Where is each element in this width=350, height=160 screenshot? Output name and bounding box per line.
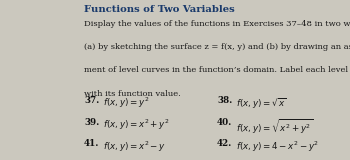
- Text: $f(x, y) = x^2 - y$: $f(x, y) = x^2 - y$: [103, 139, 167, 154]
- Text: 41.: 41.: [84, 139, 99, 148]
- Text: 39.: 39.: [84, 118, 99, 127]
- Text: 37.: 37.: [84, 96, 99, 105]
- Text: Functions of Two Variables: Functions of Two Variables: [84, 5, 235, 14]
- Text: $f(x, y) = \sqrt{x^2 + y^2}$: $f(x, y) = \sqrt{x^2 + y^2}$: [236, 118, 313, 137]
- Text: with its function value.: with its function value.: [84, 90, 181, 98]
- Text: $f(x, y) = y^2$: $f(x, y) = y^2$: [103, 96, 149, 110]
- Text: 42.: 42.: [217, 139, 232, 148]
- Text: $f(x, y) = 4 - x^2 - y^2$: $f(x, y) = 4 - x^2 - y^2$: [236, 139, 320, 154]
- Text: 40.: 40.: [217, 118, 232, 127]
- Text: Display the values of the functions in Exercises 37–48 in two ways:: Display the values of the functions in E…: [84, 20, 350, 28]
- Text: (a) by sketching the surface z = f(x, y) and (b) by drawing an assort-: (a) by sketching the surface z = f(x, y)…: [84, 43, 350, 51]
- Text: $f(x, y) = \sqrt{x}$: $f(x, y) = \sqrt{x}$: [236, 96, 287, 111]
- Text: 38.: 38.: [217, 96, 232, 105]
- Text: $f(x, y) = x^2 + y^2$: $f(x, y) = x^2 + y^2$: [103, 118, 170, 132]
- Text: ment of level curves in the function’s domain. Label each level curve: ment of level curves in the function’s d…: [84, 66, 350, 74]
